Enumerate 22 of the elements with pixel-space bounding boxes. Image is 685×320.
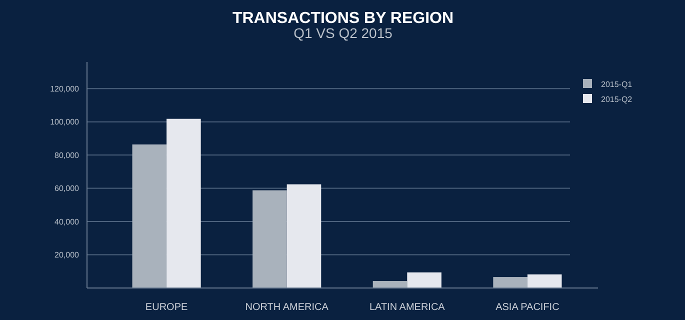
x-tick-label: LATIN AMERICA [369, 302, 446, 313]
bar [372, 281, 408, 288]
bar [527, 274, 562, 288]
bar [286, 184, 322, 288]
chart-subtitle: Q1 VS Q2 2015 [294, 25, 393, 41]
y-tick-label: 60,000 [54, 184, 80, 194]
x-tick-label: ASIA PACIFIC [496, 302, 560, 313]
y-tick-label: 120,000 [50, 84, 80, 94]
bar [407, 272, 442, 288]
y-tick-label: 40,000 [54, 217, 80, 226]
bar [166, 118, 201, 288]
y-tick-label: 20,000 [54, 250, 80, 260]
bar [493, 277, 528, 288]
chart-title: TRANSACTIONS BY REGION [232, 10, 454, 27]
x-tick-label: NORTH AMERICA [245, 302, 329, 313]
y-tick-label: 100,000 [50, 118, 80, 127]
bar [252, 190, 287, 288]
legend-label: 2015-Q1 [601, 80, 633, 89]
x-tick-label: EUROPE [145, 302, 188, 313]
bar [132, 144, 167, 288]
legend-label: 2015-Q2 [601, 94, 633, 104]
y-tick-label: 80,000 [54, 150, 80, 160]
